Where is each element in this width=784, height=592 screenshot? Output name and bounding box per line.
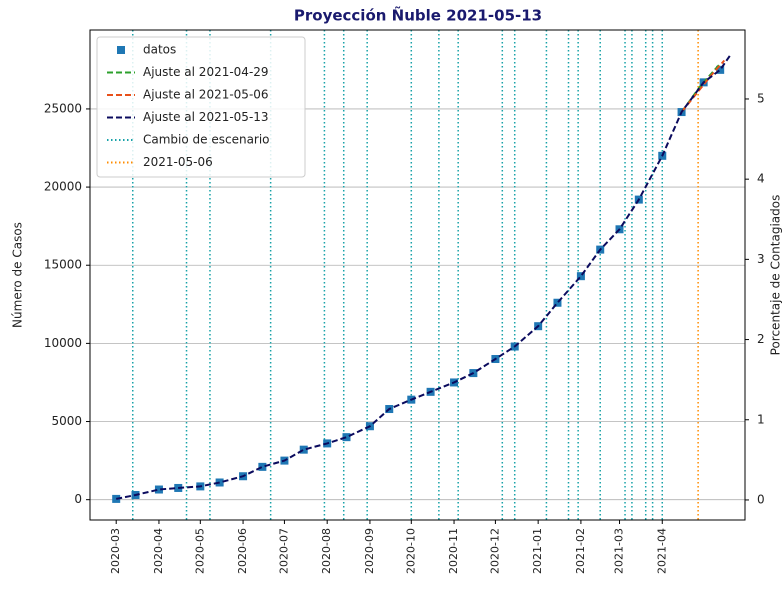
data-point — [716, 65, 725, 74]
data-point — [299, 445, 308, 454]
y-axis-label: Número de Casos — [11, 222, 25, 328]
data-point — [576, 272, 585, 281]
y-tick-label: 0 — [74, 492, 82, 506]
y-tick-label: 20000 — [44, 180, 82, 194]
y-tick-label: 25000 — [44, 101, 82, 115]
legend-marker — [117, 46, 125, 54]
y2-tick-label: 3 — [757, 252, 765, 266]
data-point — [258, 462, 267, 471]
legend-box — [96, 36, 306, 178]
data-point — [342, 433, 351, 442]
plot-frame — [89, 29, 746, 521]
legend-label: Ajuste al 2021-04-29 — [143, 65, 269, 79]
x-tick-label: 2020-06 — [236, 528, 249, 574]
legend-label: 2021-05-06 — [143, 155, 213, 169]
x-tick-label: 2021-04 — [655, 528, 668, 574]
chart-title: Proyección Ñuble 2021-05-13 — [294, 6, 542, 25]
legend-label: Ajuste al 2021-05-06 — [143, 88, 269, 102]
y2-tick-label: 0 — [757, 492, 765, 506]
x-tick-label: 2021-01 — [531, 528, 544, 574]
y2-tick-label: 1 — [757, 412, 765, 426]
y-tick-label: 10000 — [44, 336, 82, 350]
x-tick-label: 2020-10 — [404, 528, 417, 574]
y2-tick-label: 4 — [757, 172, 765, 186]
data-point — [154, 485, 163, 494]
data-point — [553, 298, 562, 307]
x-tick-label: 2021-02 — [574, 528, 587, 574]
y2-tick-label: 5 — [757, 91, 765, 105]
x-tick-label: 2020-05 — [193, 528, 206, 574]
x-tick-label: 2020-03 — [109, 528, 122, 574]
x-tick-label: 2020-08 — [320, 528, 333, 574]
y2-tick-label: 2 — [757, 332, 765, 346]
x-tick-label: 2020-09 — [363, 528, 376, 574]
x-tick-label: 2020-12 — [488, 528, 501, 574]
legend-label: Ajuste al 2021-05-13 — [143, 110, 269, 124]
x-tick-label: 2020-04 — [152, 528, 165, 574]
y-tick-label: 5000 — [51, 414, 82, 428]
x-tick-label: 2021-03 — [613, 528, 626, 574]
x-tick-label: 2020-11 — [447, 528, 460, 574]
legend-label: Cambio de escenario — [143, 133, 270, 147]
legend-label: datos — [143, 43, 176, 57]
fit-line — [116, 55, 731, 500]
x-tick-label: 2020-07 — [277, 528, 290, 574]
y2-axis-label: Porcentaje de Contagiados — [769, 195, 783, 356]
y-tick-label: 15000 — [44, 258, 82, 272]
